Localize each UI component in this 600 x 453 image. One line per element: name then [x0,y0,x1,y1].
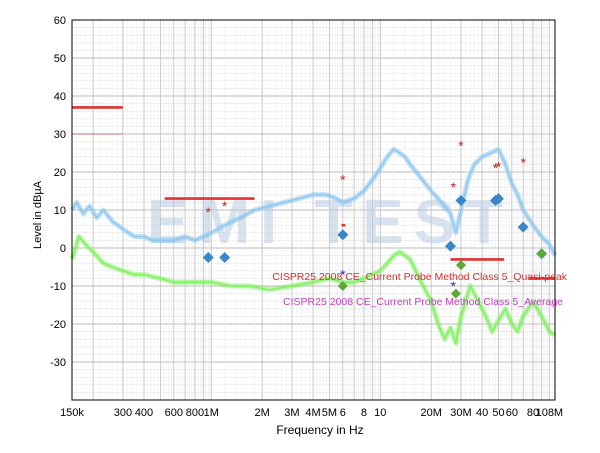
x-tick-label: 8 [361,407,367,419]
x-tick-labels: 150k 300 400 600 800 1M 2M 3M 4M 5M 6 8 10 20M 30M 40 50… [60,407,563,419]
y-tick-label: 50 [54,53,66,65]
x-tick-label: 80 [527,407,539,419]
x-tick-label: 50 [492,407,504,419]
legend-average: CISPR25 2008 CE_Current Probe Method Cla… [283,296,563,308]
average-marker [450,288,461,299]
y-tick-label: 30 [54,129,66,141]
peak-marker [517,221,529,233]
y-tick-label: 40 [54,91,66,103]
peak-marker [444,240,456,252]
x-tick-label: 400 [135,407,153,419]
x-tick-label: 800 [186,407,204,419]
y-tick-label: 60 [54,15,66,27]
x-tick-label: 60 [506,407,518,419]
x-tick-label: 3M [284,407,299,419]
star-marker: * [496,158,502,174]
x-tick-label: 300 [114,407,132,419]
x-tick-label: 5M [322,407,337,419]
peak-marker [455,195,467,206]
traces [69,146,558,346]
star-marker: * [340,267,346,283]
x-tick-label: 1M [204,407,219,419]
star-marker: * [340,172,346,188]
x-tick-label: 108M [536,407,564,419]
star-marker: * [206,204,212,220]
y-tick-label: -10 [50,281,66,293]
x-tick-label: 40 [476,407,488,419]
plot-border [71,19,556,401]
star-marker: * [493,160,499,176]
peak-trace [71,148,556,256]
star-marker: * [520,155,526,171]
limit-lines [72,106,555,280]
y-tick-label: 20 [54,167,66,179]
x-tick-label: 30M [450,407,471,419]
peak-marker [492,193,504,205]
y-tick-label: 0 [60,243,66,255]
star-marker: * [451,278,457,294]
y-tick-labels: -30 -20 -10 0 10 20 30 40 50 60 [50,15,66,369]
average-marker [337,281,348,291]
x-axis-label: Frequency in Hz [276,423,363,437]
x-tick-label: 6 [340,407,346,419]
markers: * ******* ** [202,137,548,299]
y-tick-label: -30 [50,357,66,369]
peak-marker [219,252,231,263]
y-tick-label: -20 [50,319,66,331]
x-tick-label: 4M [305,407,320,419]
average-marker [455,260,466,271]
star-marker: * [458,137,464,153]
x-tick-label: 10 [374,407,386,419]
x-tick-label: 600 [165,407,183,419]
peak-marker [202,252,214,263]
average-trace [71,235,556,346]
x-tick-label: 20M [420,407,441,419]
y-tick-label: 10 [54,205,66,217]
y-axis-label: Level in dBµA [32,180,44,249]
x-tick-label: 150k [60,407,84,419]
x-tick-label: 2M [255,407,270,419]
legend-quasi-peak: CISPR25 2008 CE_Current Probe Method Cla… [272,271,567,283]
average-marker [536,248,547,259]
peak-marker [337,229,349,241]
star-marker: * [451,179,457,195]
star-marker: * [222,198,228,214]
